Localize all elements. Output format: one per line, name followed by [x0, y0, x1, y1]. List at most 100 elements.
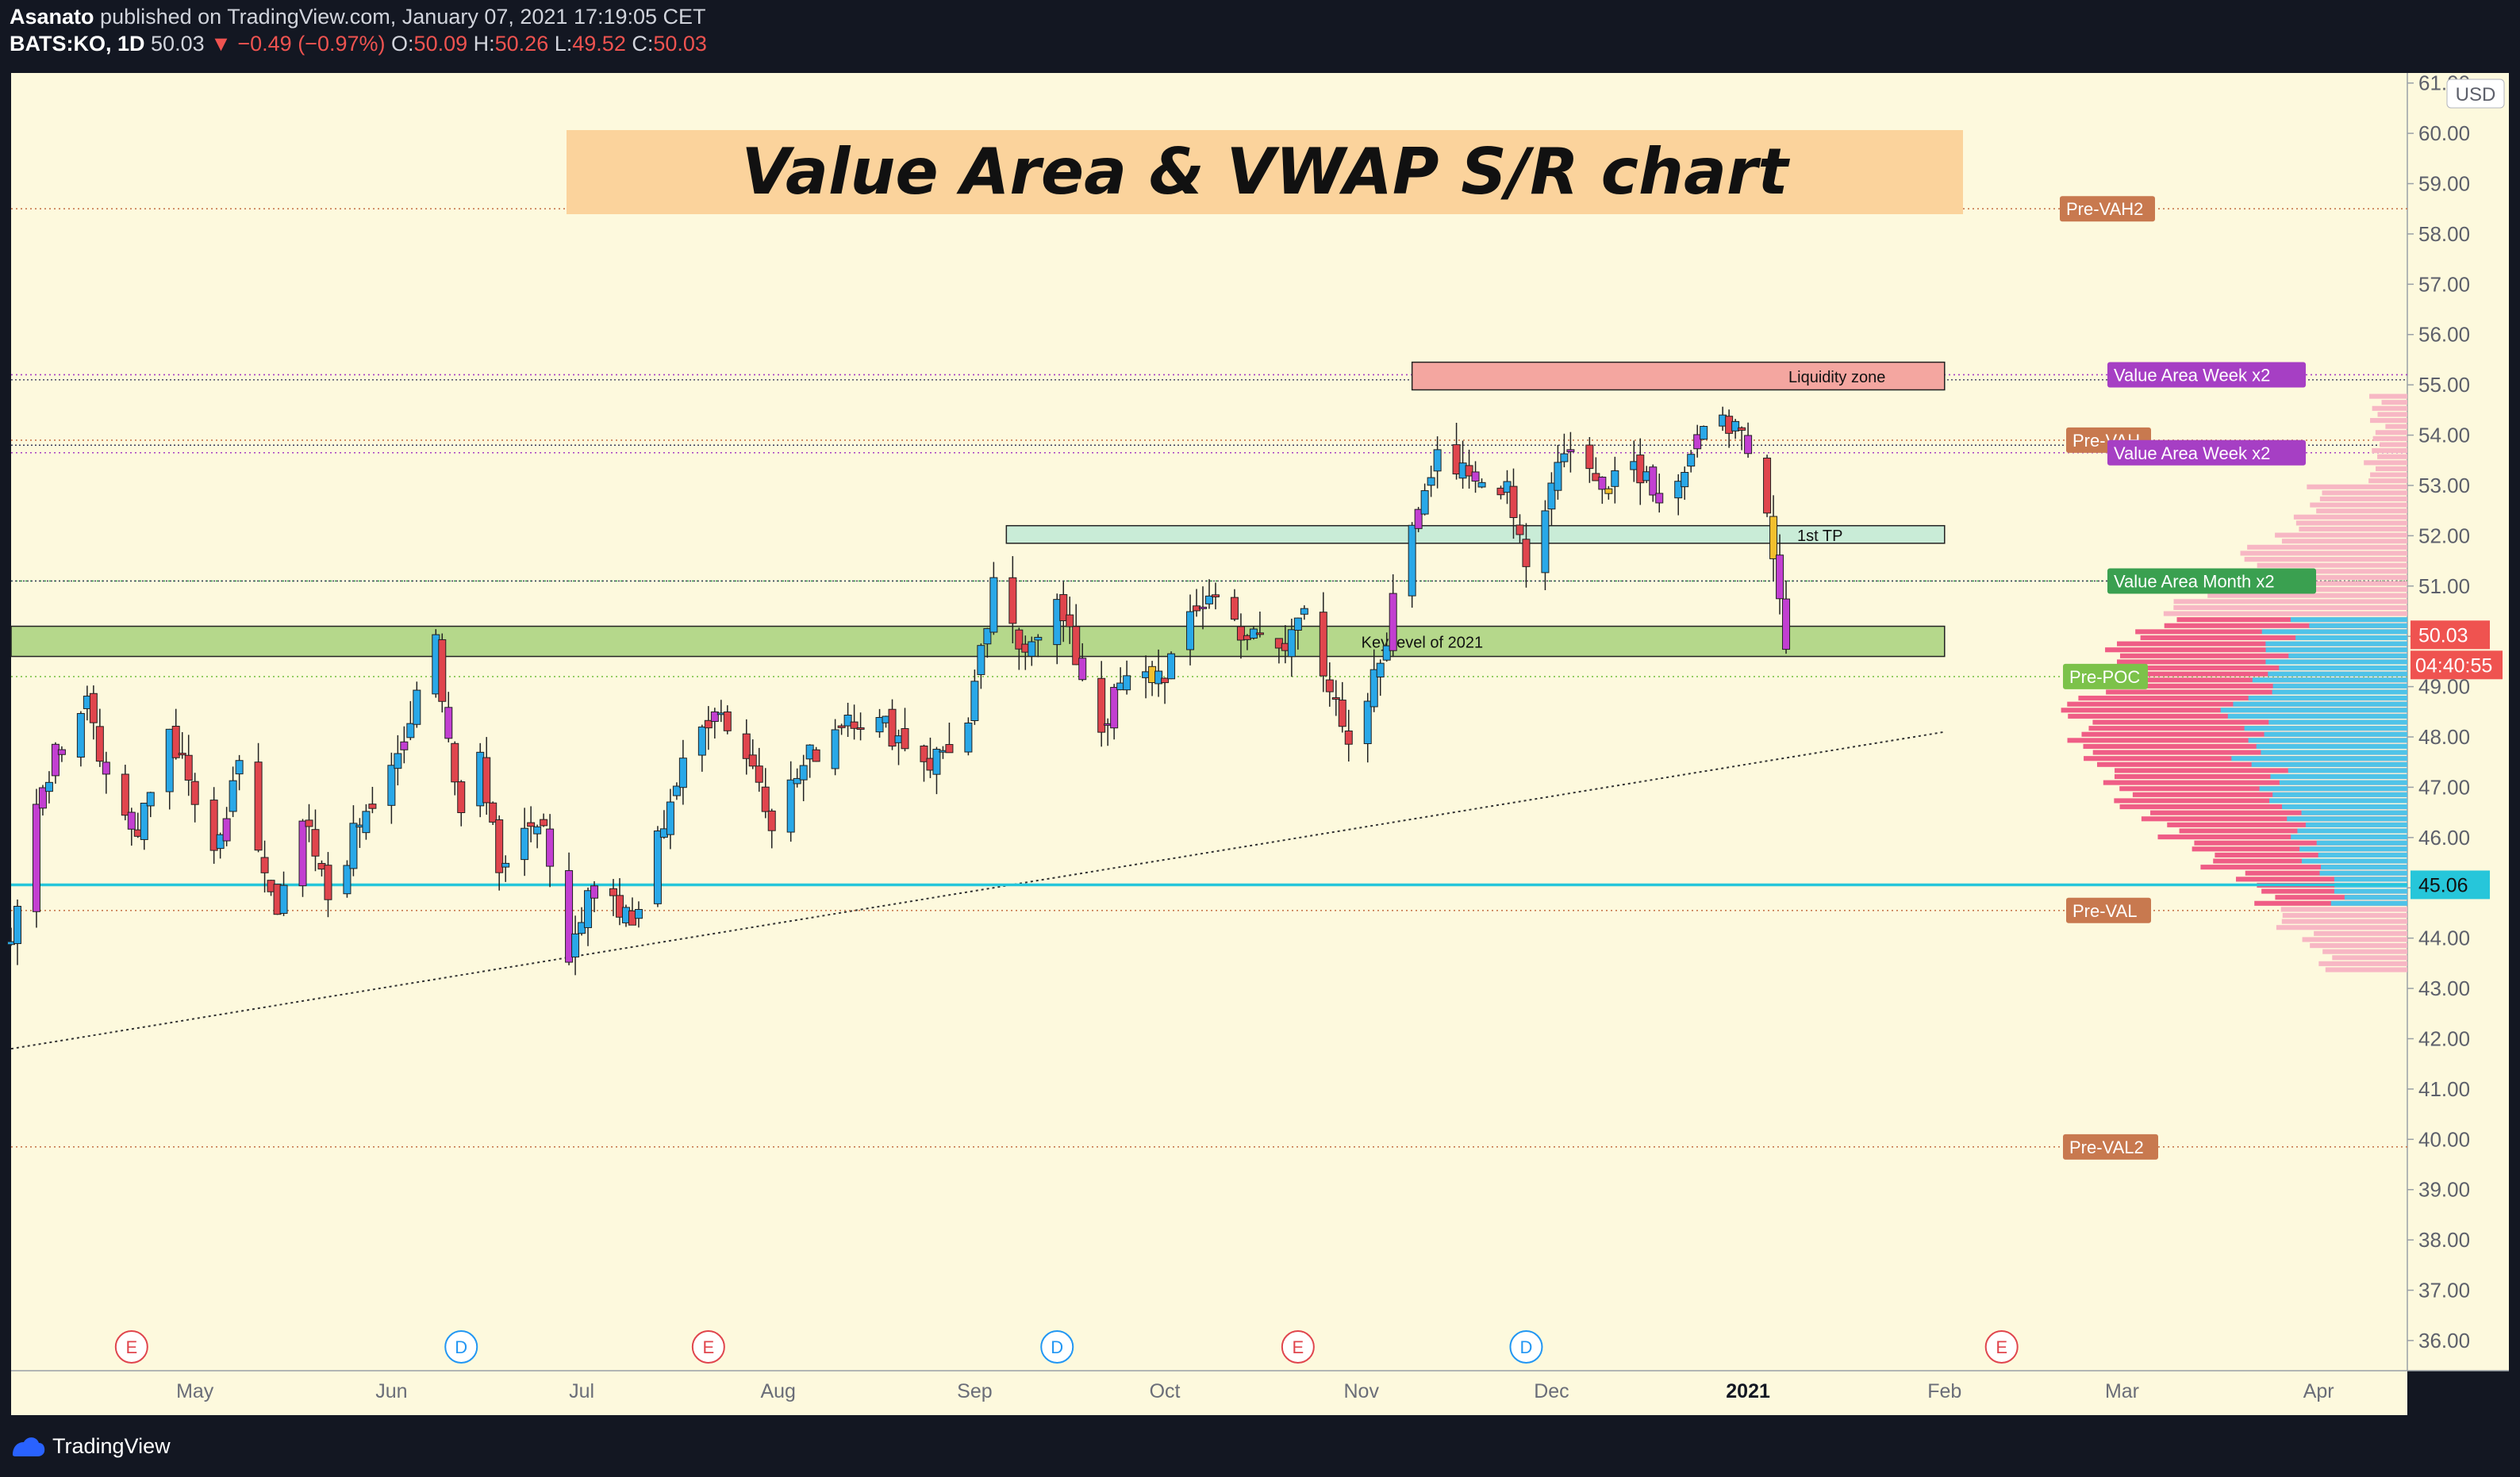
volume-bar	[2316, 508, 2407, 514]
candle-body	[1452, 444, 1461, 475]
candle-body	[761, 786, 770, 812]
candle	[1331, 680, 1340, 716]
candle	[521, 808, 529, 877]
candle-body	[793, 777, 801, 785]
vwap-price-box	[2411, 870, 2490, 900]
candle	[1008, 556, 1017, 644]
candle	[1211, 582, 1220, 610]
volume-bar	[2067, 738, 2407, 743]
candle-body	[400, 741, 409, 750]
candle	[970, 669, 979, 725]
open-label: O:	[391, 32, 414, 56]
candle	[590, 880, 599, 912]
volume-bar	[2318, 961, 2407, 966]
candle	[209, 787, 218, 864]
volume-bar	[2310, 502, 2407, 508]
volume-bar	[2246, 569, 2407, 574]
volume-bar	[2179, 828, 2407, 834]
tradingview-logo-icon[interactable]	[10, 1433, 46, 1460]
volume-bar	[2290, 617, 2407, 623]
candle	[533, 824, 542, 849]
candle-body	[1693, 434, 1702, 450]
candle-body	[590, 885, 599, 899]
volume-bar	[2254, 900, 2407, 906]
volume-bar	[2200, 865, 2407, 870]
candle	[171, 708, 180, 760]
candle-body	[983, 627, 992, 645]
event-marker	[1040, 1330, 1074, 1364]
candle-body	[1408, 524, 1416, 597]
volume-bar	[2370, 472, 2407, 478]
candle-body	[1700, 425, 1708, 440]
volume-bar	[2291, 834, 2407, 840]
volume-bar	[2173, 599, 2407, 604]
price-change: −0.49 (−0.97%)	[237, 32, 386, 56]
candle-body	[697, 726, 706, 756]
y-tick-label: 44.00	[2418, 926, 2470, 950]
y-tick-label: 47.00	[2418, 775, 2470, 799]
candle	[1230, 589, 1239, 622]
candle	[1547, 472, 1556, 526]
candle-body	[521, 827, 529, 861]
volume-bar	[2269, 798, 2407, 804]
event-marker	[1509, 1330, 1543, 1364]
candle	[76, 711, 85, 767]
tradingview-brand[interactable]: TradingView	[52, 1434, 171, 1458]
candle-body	[349, 823, 358, 869]
volume-bar	[2092, 719, 2407, 725]
candle	[444, 692, 453, 742]
candle	[1066, 597, 1074, 644]
candle	[831, 719, 839, 776]
candle	[1769, 495, 1778, 581]
candle	[1015, 627, 1024, 670]
candle	[1655, 474, 1664, 513]
symbol-info[interactable]: BATS:KO, 1D	[10, 32, 145, 56]
y-tick-label: 55.00	[2418, 373, 2470, 397]
candle	[1700, 425, 1708, 440]
candle	[856, 712, 865, 741]
candle	[1515, 514, 1524, 543]
candle	[1236, 613, 1245, 659]
y-tick-label: 48.00	[2418, 725, 2470, 749]
event-label: D	[455, 1337, 467, 1357]
volume-bar	[2282, 804, 2407, 810]
volume-bar	[2106, 689, 2407, 695]
zone-box	[1411, 361, 1946, 391]
volume-bar	[2261, 629, 2407, 635]
volume-bar	[2114, 773, 2407, 780]
candle-body	[444, 707, 453, 739]
close-label: C:	[632, 32, 654, 56]
candle-body	[1008, 577, 1017, 624]
candle-body	[451, 742, 459, 783]
volume-bar	[2083, 743, 2407, 750]
volume-bar	[2207, 593, 2407, 598]
volume-bar	[2381, 400, 2407, 405]
candle-body	[901, 728, 909, 750]
volume-bar	[2119, 653, 2407, 658]
level-label: Value Area Month x2	[2114, 571, 2275, 591]
candle-body	[1547, 482, 1556, 510]
volume-bar	[2220, 708, 2407, 713]
author-name[interactable]: Asanato	[10, 5, 94, 29]
candle-body	[1053, 599, 1062, 646]
candle	[1376, 659, 1385, 696]
candle-body	[13, 905, 21, 945]
candle	[1611, 456, 1619, 504]
candle-body	[1199, 606, 1208, 609]
candle	[875, 708, 884, 738]
volume-bar	[2252, 677, 2407, 683]
candle-body	[533, 826, 542, 834]
volume-bar	[2231, 756, 2407, 762]
low-value: 49.52	[572, 32, 626, 56]
candle	[1522, 523, 1531, 588]
candle	[146, 792, 155, 818]
x-tick-label: Mar	[2105, 1380, 2139, 1402]
volume-bar	[2302, 937, 2407, 942]
candle-body	[704, 719, 713, 729]
volume-bar	[2370, 417, 2407, 424]
candle-body	[1300, 608, 1308, 615]
candle	[653, 826, 662, 907]
volume-bar	[2282, 912, 2407, 919]
candle-body	[1167, 653, 1176, 680]
